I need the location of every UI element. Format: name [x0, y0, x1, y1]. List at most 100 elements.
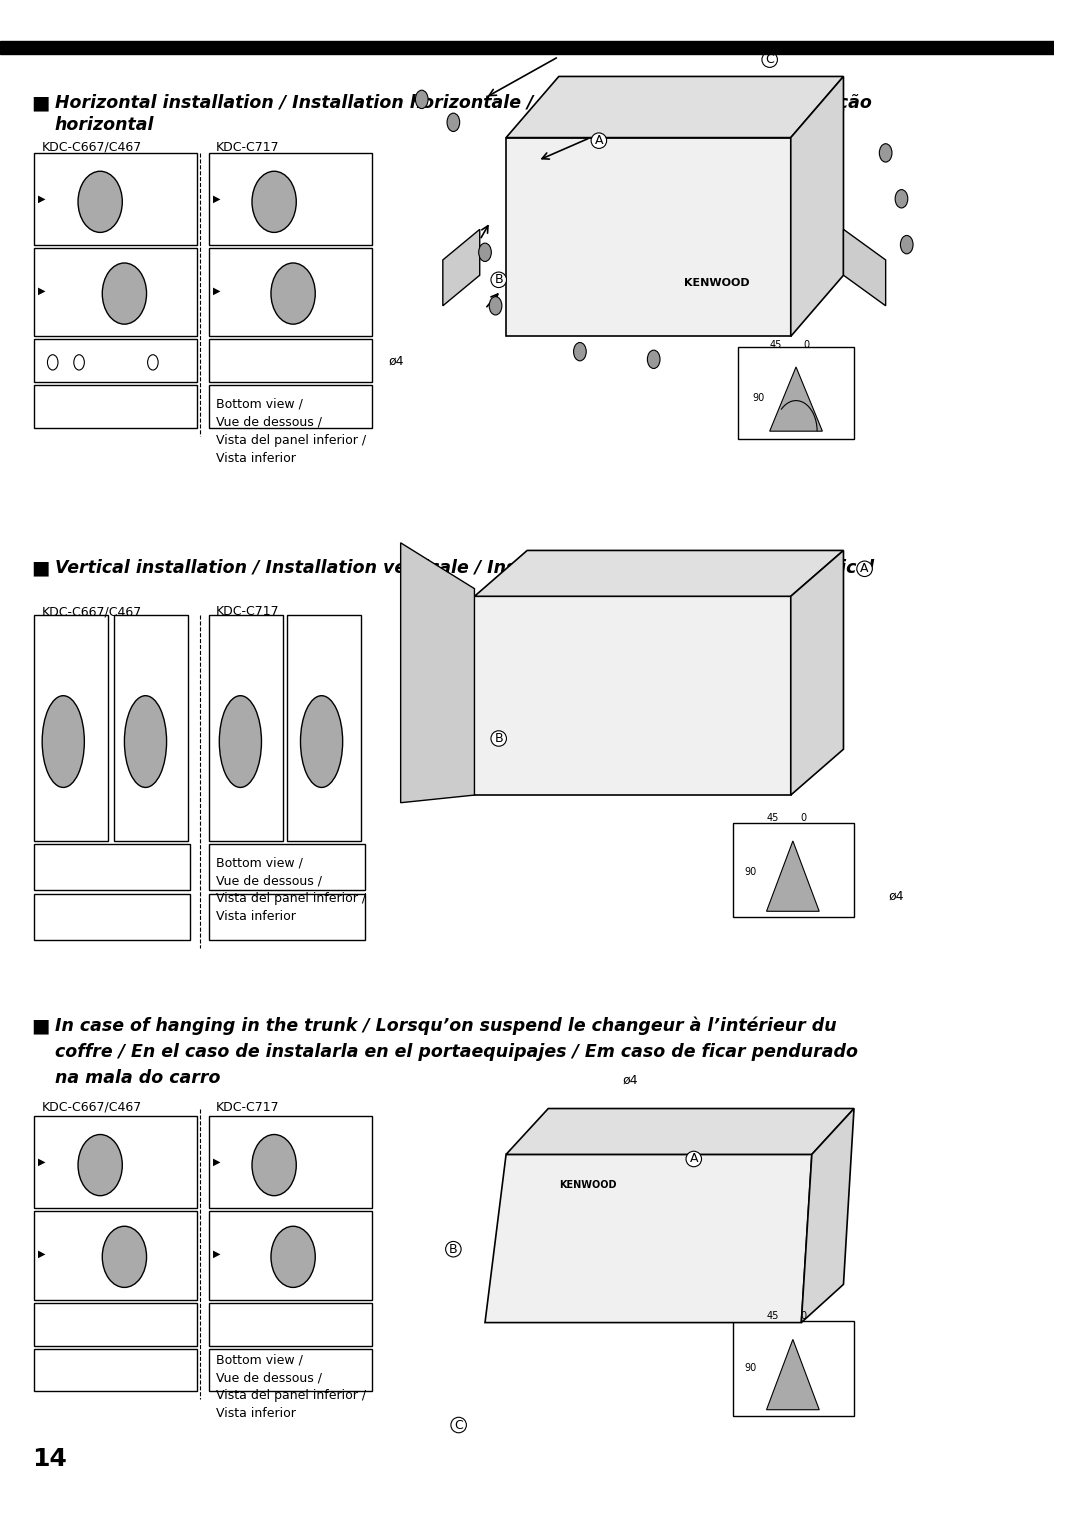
Ellipse shape — [879, 144, 892, 162]
Text: 90: 90 — [744, 1364, 757, 1373]
Polygon shape — [843, 229, 886, 306]
Bar — [33, 153, 198, 245]
Text: Vertical installation / Installation verticale / Instalación vertical / Instalaç: Vertical installation / Installation ver… — [55, 558, 874, 576]
Ellipse shape — [895, 190, 908, 208]
Text: ▶: ▶ — [38, 1157, 45, 1167]
Text: KENWOOD: KENWOOD — [684, 278, 750, 287]
Text: 14: 14 — [31, 1446, 67, 1471]
Ellipse shape — [573, 342, 586, 361]
Ellipse shape — [73, 355, 84, 370]
Polygon shape — [507, 138, 791, 336]
Polygon shape — [443, 229, 480, 306]
Bar — [33, 1211, 198, 1300]
Text: 90: 90 — [744, 867, 757, 876]
Bar — [33, 615, 108, 841]
Bar — [208, 844, 365, 890]
Text: 0: 0 — [800, 1310, 807, 1321]
Bar — [208, 153, 373, 245]
Ellipse shape — [901, 235, 913, 254]
Text: 0: 0 — [800, 812, 807, 823]
Text: ▶: ▶ — [213, 1157, 220, 1167]
Text: KDC-C717: KDC-C717 — [216, 605, 280, 619]
Ellipse shape — [103, 1226, 147, 1287]
Polygon shape — [791, 550, 843, 795]
Bar — [208, 248, 373, 336]
Text: KENWOOD: KENWOOD — [558, 1180, 617, 1190]
Bar — [208, 339, 373, 382]
Text: coffre / En el caso de instalarla en el portaequipajes / Em caso de ficar pendur: coffre / En el caso de instalarla en el … — [55, 1043, 858, 1061]
Ellipse shape — [124, 696, 166, 787]
Text: 45: 45 — [770, 339, 782, 350]
Bar — [208, 385, 373, 428]
Bar — [33, 1116, 198, 1208]
Bar — [33, 1303, 198, 1346]
Polygon shape — [767, 841, 820, 911]
Bar — [208, 1116, 373, 1208]
Text: ■: ■ — [31, 558, 57, 576]
Text: KDC-C717: KDC-C717 — [216, 1101, 280, 1115]
Ellipse shape — [219, 696, 261, 787]
Text: ▶: ▶ — [38, 286, 45, 295]
Ellipse shape — [447, 113, 460, 131]
Bar — [287, 615, 361, 841]
Text: 90: 90 — [753, 393, 765, 402]
Ellipse shape — [271, 263, 315, 324]
Polygon shape — [474, 550, 843, 596]
Text: Bottom view /
Vue de dessous /
Vista del panel inferior /
Vista inferior: Bottom view / Vue de dessous / Vista del… — [216, 856, 366, 924]
Ellipse shape — [647, 350, 660, 368]
Ellipse shape — [478, 243, 491, 261]
Text: ø4: ø4 — [889, 890, 904, 904]
Bar — [33, 844, 190, 890]
Text: horizontal: horizontal — [55, 116, 154, 135]
Polygon shape — [507, 1109, 854, 1154]
Bar — [208, 1211, 373, 1300]
Text: ■: ■ — [31, 1017, 57, 1035]
Text: B: B — [495, 274, 503, 286]
Text: Bottom view /
Vue de dessous /
Vista del panel inferior /
Vista inferior: Bottom view / Vue de dessous / Vista del… — [216, 398, 366, 465]
Bar — [738, 347, 854, 439]
Text: Horizontal installation / Installation horizontale / Instalación horizontal / In: Horizontal installation / Installation h… — [55, 93, 872, 112]
Text: ▶: ▶ — [38, 194, 45, 203]
Ellipse shape — [48, 355, 58, 370]
Ellipse shape — [300, 696, 342, 787]
Polygon shape — [767, 1339, 820, 1410]
Bar — [0, 41, 1054, 54]
Text: ø4: ø4 — [388, 355, 404, 368]
Text: ▶: ▶ — [213, 194, 220, 203]
Ellipse shape — [252, 171, 296, 232]
Text: C: C — [766, 54, 774, 66]
Text: KDC-C667/C467: KDC-C667/C467 — [42, 141, 143, 154]
Ellipse shape — [78, 171, 122, 232]
Ellipse shape — [416, 90, 428, 109]
Ellipse shape — [42, 696, 84, 787]
Text: ■: ■ — [31, 93, 57, 112]
Bar — [33, 385, 198, 428]
Text: C: C — [455, 1419, 463, 1431]
Text: KDC-C717: KDC-C717 — [216, 141, 280, 154]
Text: 45: 45 — [767, 812, 779, 823]
Ellipse shape — [252, 1135, 296, 1196]
Ellipse shape — [103, 263, 147, 324]
Text: ø4: ø4 — [622, 1073, 637, 1087]
Bar — [33, 894, 190, 940]
Ellipse shape — [148, 355, 158, 370]
Text: A: A — [595, 135, 603, 147]
Bar — [33, 1349, 198, 1391]
Text: B: B — [449, 1243, 458, 1255]
Polygon shape — [507, 76, 843, 138]
Text: na mala do carro: na mala do carro — [55, 1069, 220, 1087]
Bar — [732, 1321, 854, 1416]
Text: KDC-C667/C467: KDC-C667/C467 — [42, 605, 143, 619]
Text: A: A — [689, 1153, 698, 1165]
Ellipse shape — [489, 297, 502, 315]
Text: ▶: ▶ — [213, 1249, 220, 1258]
Polygon shape — [474, 596, 791, 795]
Polygon shape — [401, 543, 474, 803]
Bar — [33, 248, 198, 336]
Polygon shape — [791, 76, 843, 336]
Bar — [208, 1349, 373, 1391]
Polygon shape — [801, 1109, 854, 1323]
Text: B: B — [495, 732, 503, 745]
Text: 0: 0 — [804, 339, 810, 350]
Bar — [208, 1303, 373, 1346]
